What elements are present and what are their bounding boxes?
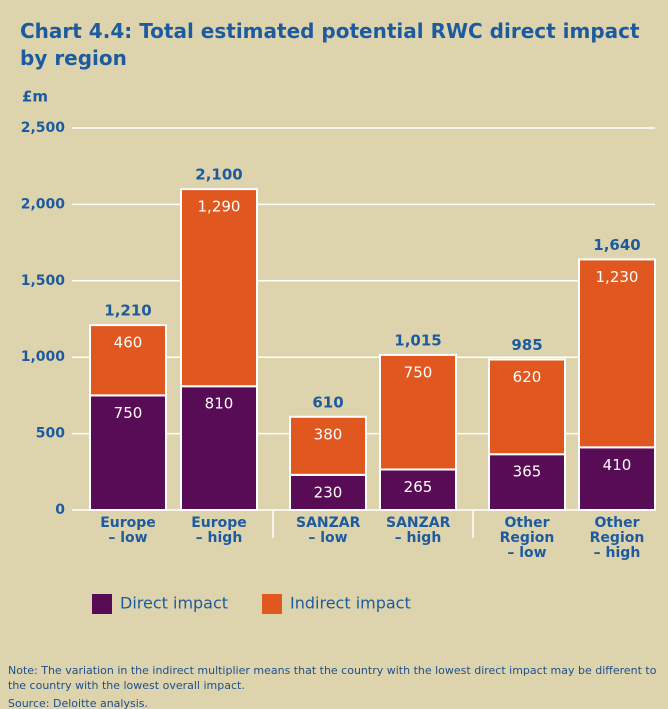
- segment-label: 460: [114, 334, 143, 352]
- segment-label: 380: [314, 425, 343, 443]
- segment-label: 1,290: [198, 198, 241, 216]
- legend-label: Direct impact: [120, 594, 228, 613]
- bar-segment: [180, 188, 258, 388]
- legend-swatch: [92, 594, 112, 614]
- total-label: 2,100: [195, 166, 242, 184]
- x-tick-label: Other Region – high: [589, 515, 645, 561]
- bar-segment: [89, 394, 167, 511]
- bar-segment: [578, 446, 656, 511]
- chart-title: Chart 4.4: Total estimated potential RWC…: [20, 19, 640, 70]
- segment-label: 750: [404, 363, 433, 381]
- y-tick-label: 1,000: [21, 349, 66, 365]
- y-tick-label: 2,000: [21, 196, 66, 212]
- bar-segment: [180, 385, 258, 511]
- x-tick-label: SANZAR – high: [386, 515, 451, 546]
- bar-segment: [488, 453, 566, 511]
- segment-label: 365: [513, 463, 542, 481]
- segment-label: 750: [114, 404, 143, 422]
- segment-label: 410: [603, 456, 632, 474]
- bar-segment: [488, 358, 566, 456]
- segment-label: 230: [314, 483, 343, 501]
- x-tick-label: Other Region – low: [499, 515, 555, 561]
- legend-swatch: [262, 594, 282, 614]
- total-label: 1,210: [104, 302, 151, 320]
- y-tick-label: 500: [36, 426, 65, 442]
- segment-label: 1,230: [596, 268, 639, 286]
- y-tick-label: 2,500: [21, 120, 66, 136]
- x-tick-label: SANZAR – low: [296, 515, 361, 546]
- bar-segment: [289, 473, 367, 511]
- y-tick-label: 0: [55, 502, 65, 518]
- note: Note: The variation in the indirect mult…: [8, 664, 657, 692]
- bar-segment: [89, 324, 167, 397]
- segment-label: 265: [404, 478, 433, 496]
- total-label: 610: [312, 393, 343, 411]
- x-tick-label: Europe – low: [100, 515, 156, 546]
- bar-segment: [578, 258, 656, 449]
- bar-segment: [379, 468, 457, 511]
- bar-segment: [379, 353, 457, 471]
- total-label: 985: [511, 336, 542, 354]
- y-axis-label: £m: [22, 88, 48, 106]
- segment-label: 620: [513, 368, 542, 386]
- x-tick-label: Europe – high: [191, 515, 247, 546]
- total-label: 1,640: [593, 236, 640, 254]
- legend-label: Indirect impact: [290, 594, 411, 613]
- total-label: 1,015: [394, 331, 441, 349]
- bar-segment: [289, 415, 367, 476]
- segment-label: 810: [205, 395, 234, 413]
- source: Source: Deloitte analysis.: [8, 697, 148, 709]
- y-tick-label: 1,500: [21, 273, 66, 289]
